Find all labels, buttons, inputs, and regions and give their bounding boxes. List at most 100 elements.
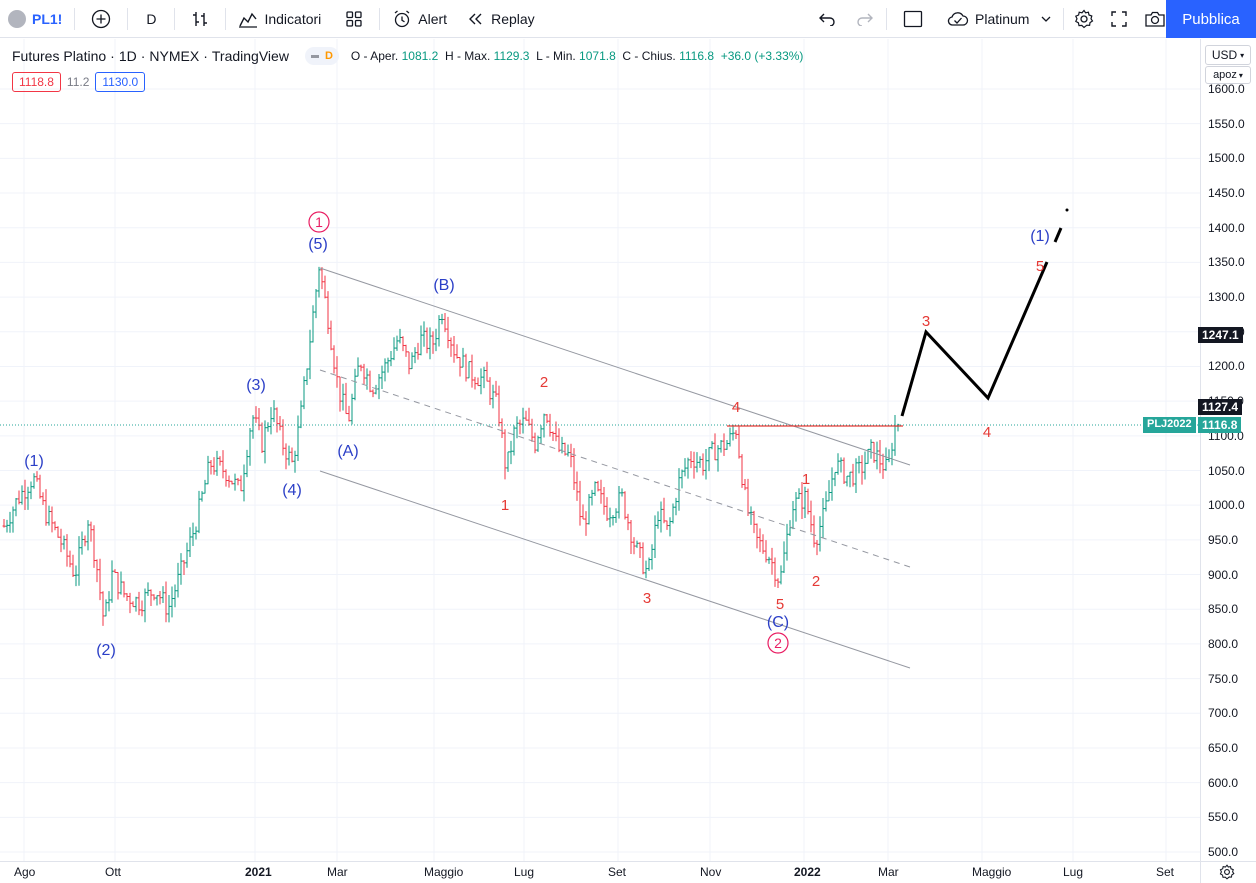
symbol-search-button[interactable]: PL1! [0, 0, 72, 38]
wave-label-blue: (5) [308, 236, 328, 253]
indicators-button[interactable]: Indicatori [228, 0, 331, 38]
settings-button[interactable] [1066, 0, 1102, 38]
chevron-down-icon: ▾ [1238, 70, 1243, 80]
wave-label-red: 5 [1036, 258, 1044, 275]
top-toolbar: PL1! D Indicatori Alert R [0, 0, 1256, 38]
compare-add-button[interactable] [77, 0, 125, 38]
wave-label-blue: (4) [282, 482, 302, 499]
axis-corner [1200, 861, 1256, 883]
replay-label: Replay [491, 10, 535, 27]
symbol-label: PL1! [32, 10, 63, 27]
rewind-icon [467, 12, 485, 26]
wave-label-blue: (3) [246, 377, 266, 394]
toolbar-divider [127, 7, 129, 30]
price-tick-label: 1450.0 [1208, 186, 1245, 201]
replay-button[interactable]: Replay [457, 0, 545, 38]
unit-select[interactable]: apoz ▾ [1205, 66, 1251, 84]
status-dash-icon [310, 54, 319, 58]
wave-label-blue: (1) [24, 453, 44, 470]
price-tick-label: 650.0 [1208, 740, 1239, 755]
market-status-badge[interactable]: D [304, 47, 339, 65]
wave-label-circled: 2 [774, 635, 782, 651]
time-tick-label: Mar [878, 865, 899, 879]
fullscreen-button[interactable] [1102, 0, 1136, 38]
time-axis[interactable] [0, 861, 1200, 883]
time-tick-label: Mar [327, 865, 348, 879]
chart-type-button[interactable] [177, 0, 223, 38]
camera-icon [1144, 10, 1166, 28]
wave-label-blue: (2) [96, 642, 116, 659]
square-icon [903, 10, 923, 28]
time-tick-label: Ago [14, 865, 36, 879]
price-tick-label: 1400.0 [1208, 220, 1245, 235]
wave-label-red: 3 [643, 590, 651, 607]
status-letter: D [324, 50, 333, 62]
close-label: C - Chius. [622, 49, 676, 63]
wave-label-red: 5 [776, 596, 784, 613]
wave-label-red: 4 [732, 399, 740, 416]
low-value: 1071.8 [579, 49, 616, 63]
chart-canvas[interactable]: (1) (2) (3) (4) (5) (A) (B) (C) (1) 1 2 3 4 1 2 5 3 4 5 1 2 [0, 39, 1200, 861]
target-price-tag: 1247.1 [1198, 327, 1243, 343]
low-label: L - Min. [536, 49, 576, 63]
toolbar-divider [74, 7, 76, 30]
projection-path [900, 261, 1049, 417]
symbol-logo-icon [8, 9, 26, 28]
toolbar-divider [174, 7, 176, 30]
wave-label-red: 1 [802, 471, 810, 488]
currency-label: USD [1211, 48, 1238, 62]
layout-name-button[interactable]: Platinum [937, 0, 1061, 38]
fullscreen-layout-button[interactable] [889, 0, 937, 38]
time-tick-label: Lug [1063, 865, 1084, 879]
wave-label-red: 4 [983, 424, 991, 441]
ohlc-values: O - Aper. 1081.2 H - Max. 1129.3 L - Min… [351, 49, 804, 63]
bid-button[interactable]: 1118.8 [12, 72, 61, 92]
undo-button[interactable] [808, 0, 846, 38]
indicators-icon [238, 10, 258, 28]
redo-button[interactable] [846, 0, 884, 38]
interval-button[interactable]: D [130, 0, 172, 38]
currency-select[interactable]: USD ▾ [1205, 45, 1251, 65]
price-axis[interactable] [1200, 39, 1256, 861]
indicators-label: Indicatori [264, 10, 322, 27]
high-label: H - Max. [444, 49, 491, 63]
snapshot-button[interactable] [1136, 0, 1174, 38]
legend-title[interactable]: Futures Platino [12, 48, 107, 64]
price-tick-label: 1500.0 [1208, 151, 1245, 166]
wave-label-blue: (1) [1030, 228, 1050, 245]
toolbar-divider [1063, 8, 1065, 30]
alert-button[interactable]: Alert [382, 0, 457, 38]
time-tick-label: Lug [514, 865, 535, 879]
price-tick-label: 1000.0 [1208, 498, 1245, 513]
price-chart: (1) (2) (3) (4) (5) (A) (B) (C) (1) 1 2 3 4 1 2 5 3 4 5 1 2 [0, 39, 1200, 861]
price-tick-label: 1350.0 [1208, 255, 1245, 270]
price-tick-label: 1200.0 [1208, 359, 1245, 374]
symbol-price-tag: PLJ2022 [1143, 417, 1196, 433]
wave-circle-marker [308, 211, 330, 233]
wave-label-red: 2 [812, 573, 820, 590]
ask-button[interactable]: 1130.0 [95, 72, 146, 92]
price-tick-label: 950.0 [1208, 532, 1239, 547]
time-tick-label: 2022 [794, 865, 821, 879]
interval-label: D [146, 10, 157, 27]
close-value: 1116.8 [679, 49, 715, 63]
wave-label-red: 1 [501, 497, 509, 514]
price-tick-label: 500.0 [1208, 845, 1239, 859]
toolbar-divider [225, 7, 227, 30]
time-tick-label: Ott [105, 865, 122, 879]
chart-settings-button[interactable] [1219, 864, 1235, 883]
channel-lower-line [319, 470, 911, 669]
toolbar-divider [886, 8, 887, 30]
wave-label-blue: (B) [433, 277, 454, 294]
legend-separator: · [110, 48, 115, 64]
price-tick-label: 1550.0 [1208, 116, 1245, 131]
chevron-down-icon: ▾ [1240, 50, 1245, 60]
templates-button[interactable] [331, 0, 377, 38]
toolbar-divider [379, 7, 381, 30]
plus-circle-icon [91, 9, 111, 29]
price-tick-label: 800.0 [1208, 636, 1239, 651]
legend-separator: · [140, 48, 146, 64]
legend-separator: · [203, 48, 208, 64]
price-tick-label: 1600.0 [1208, 82, 1245, 96]
publish-button[interactable]: Pubblica [1166, 0, 1256, 38]
